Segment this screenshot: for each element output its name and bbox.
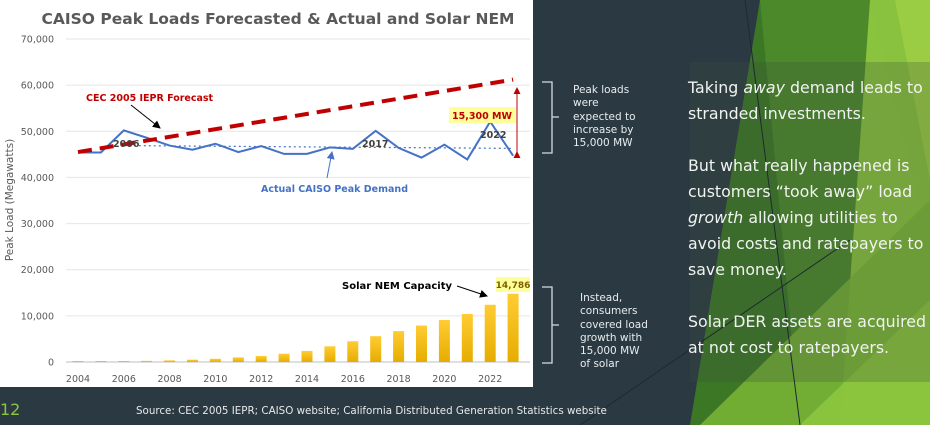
solar-bar bbox=[416, 325, 427, 362]
paragraph-text: Solar DER assets are acquired at not cos… bbox=[688, 312, 926, 357]
y-tick-label: 70,000 bbox=[21, 35, 54, 46]
text-backdrop bbox=[690, 62, 930, 382]
solar-bar bbox=[278, 353, 290, 362]
bracket-top-line: were bbox=[573, 97, 599, 110]
chart: CAISO Peak Loads Forecasted & Actual and… bbox=[4, 10, 531, 385]
bracket-bottom-line: growth with bbox=[580, 331, 643, 344]
bracket-bottom-text: Instead, consumers covered load growth w… bbox=[580, 292, 648, 372]
solar-bars bbox=[72, 293, 519, 362]
solar-bar bbox=[209, 358, 221, 362]
paragraph-text: Taking bbox=[688, 78, 744, 97]
solar-bar bbox=[72, 361, 84, 362]
gridlines bbox=[66, 38, 530, 363]
forecast-annotation-arrow bbox=[130, 104, 161, 129]
chart-panel: CAISO Peak Loads Forecasted & Actual and… bbox=[0, 0, 533, 387]
bracket-top-line: increase by bbox=[573, 123, 634, 136]
bracket-bottom-line: Instead, bbox=[580, 292, 623, 304]
solar-bar bbox=[507, 293, 519, 362]
paragraph-text: But what really happened is customers “t… bbox=[688, 156, 913, 201]
emphasis-text: away bbox=[743, 78, 785, 97]
y-tick-label: 50,000 bbox=[21, 127, 54, 138]
y-tick-label: 0 bbox=[48, 358, 54, 369]
solar-bar bbox=[164, 360, 176, 362]
x-tick-label: 2012 bbox=[249, 374, 273, 385]
solar-bar bbox=[232, 357, 244, 362]
x-tick-label: 2010 bbox=[203, 374, 227, 385]
actual-annotation-arrow bbox=[326, 151, 335, 179]
forecast-dashed-line bbox=[77, 77, 514, 155]
bracket-top-line: 15,000 MW bbox=[573, 137, 633, 150]
solar-bar bbox=[484, 304, 496, 362]
x-tick-label: 2014 bbox=[295, 374, 319, 385]
solar-bar bbox=[370, 336, 382, 362]
bracket-bottom-line: 15,000 MW bbox=[580, 345, 640, 358]
source-footnote: Source: CEC 2005 IEPR; CAISO website; Ca… bbox=[136, 405, 607, 417]
y-tick-label: 40,000 bbox=[21, 173, 54, 184]
label-2017: 2017 bbox=[362, 139, 388, 150]
chart-title: CAISO Peak Loads Forecasted & Actual and… bbox=[42, 10, 515, 28]
bracket-top-line: Peak loads bbox=[573, 84, 630, 96]
solar-bar bbox=[255, 356, 267, 362]
bracket-bottom-line: consumers bbox=[580, 305, 638, 318]
y-tick-labels: 0 10,000 20,000 30,000 40,000 50,000 60,000 70,… bbox=[21, 35, 54, 369]
solar-bar bbox=[347, 341, 359, 362]
right-paragraph: Solar DER assets are acquired at not cos… bbox=[688, 309, 928, 361]
emphasis-text: growth bbox=[688, 208, 744, 227]
bracket-bottom bbox=[542, 286, 559, 364]
slide-number: 12 bbox=[0, 400, 21, 419]
right-paragraph: Taking away demand leads to stranded inv… bbox=[688, 75, 928, 127]
solar-bar bbox=[141, 360, 153, 362]
bg-thin-line-2 bbox=[579, 239, 851, 425]
x-tick-label: 2018 bbox=[387, 374, 411, 385]
solar-bar bbox=[118, 361, 130, 362]
y-tick-label: 20,000 bbox=[21, 265, 54, 276]
paragraph-text: allowing utilities to avoid costs and ra… bbox=[688, 208, 924, 279]
right-text-block: Taking away demand leads to stranded inv… bbox=[688, 75, 928, 387]
x-tick-label: 2020 bbox=[432, 374, 456, 385]
paragraph-text: demand leads to stranded investments. bbox=[688, 78, 923, 123]
solar-bar bbox=[187, 359, 198, 362]
solar-annotation-arrow bbox=[456, 285, 488, 298]
bracket-top-text: Peak loads were expected to increase by … bbox=[573, 84, 636, 150]
bracket-bottom-line: of solar bbox=[580, 358, 620, 371]
x-tick-label: 2006 bbox=[112, 374, 136, 385]
x-tick-label: 2004 bbox=[66, 374, 90, 385]
x-tick-labels: 2004 2006 2008 2010 2012 2014 2016 2018 2020 2022 bbox=[66, 374, 502, 385]
solar-bar bbox=[324, 346, 336, 362]
bg-facet-4 bbox=[895, 0, 930, 180]
label-2006: 2006 bbox=[113, 139, 140, 150]
actual-annotation: Actual CAISO Peak Demand bbox=[261, 184, 408, 195]
x-tick-label: 2008 bbox=[158, 374, 182, 385]
solar-value-highlight bbox=[496, 277, 530, 292]
solar-annotation: Solar NEM Capacity bbox=[342, 281, 452, 292]
bracket-top-line: expected to bbox=[573, 110, 636, 123]
delta-label: 15,300 MW bbox=[452, 111, 512, 122]
y-axis-label: Peak Load (Megawatts) bbox=[4, 139, 16, 261]
bg-thin-line-1 bbox=[744, 0, 801, 425]
forecast-annotation: CEC 2005 IEPR Forecast bbox=[86, 93, 214, 104]
solar-bar bbox=[95, 361, 107, 362]
label-2022: 2022 bbox=[480, 130, 506, 141]
right-paragraph: But what really happened is customers “t… bbox=[688, 153, 928, 283]
solar-bar bbox=[301, 350, 313, 362]
x-tick-label: 2016 bbox=[341, 374, 365, 385]
solar-value-label: 14,786 bbox=[496, 281, 531, 291]
y-tick-label: 10,000 bbox=[21, 311, 54, 322]
solar-bar bbox=[438, 320, 450, 362]
y-tick-label: 30,000 bbox=[21, 219, 54, 230]
solar-bar bbox=[393, 331, 405, 362]
y-tick-label: 60,000 bbox=[21, 81, 54, 92]
bg-facet-6 bbox=[800, 300, 930, 425]
x-tick-label: 2022 bbox=[478, 374, 502, 385]
bracket-bottom-line: covered load bbox=[580, 318, 648, 331]
solar-bar bbox=[461, 314, 473, 362]
bracket-top bbox=[542, 81, 559, 154]
delta-highlight bbox=[449, 107, 516, 123]
